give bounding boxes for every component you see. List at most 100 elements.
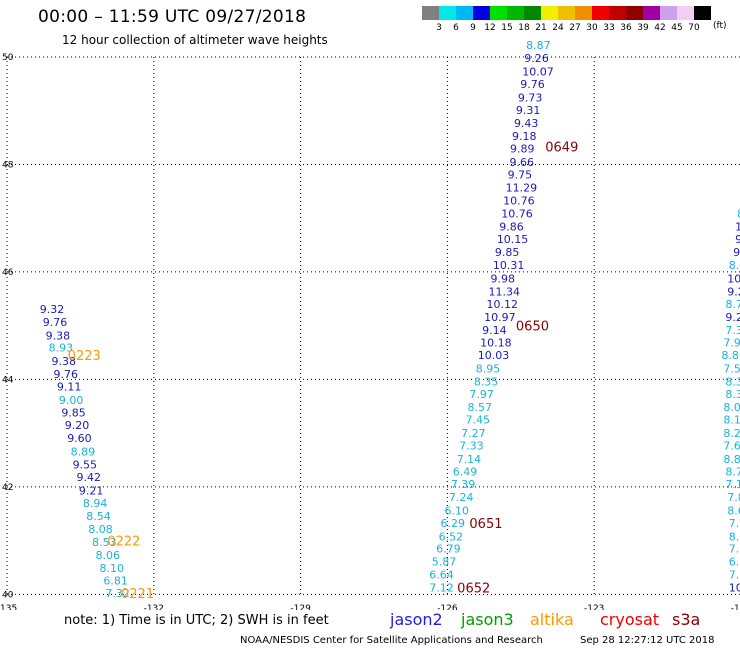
color-scale-label: 30 xyxy=(586,23,598,33)
wave-height-value: 9.43 xyxy=(514,117,539,130)
wave-height-value: 8.57 xyxy=(467,401,492,414)
wave-height-value: 9.31 xyxy=(516,104,541,117)
altimeter-track: 10.857.316.667.138.037.608.627.897.178.7… xyxy=(721,169,740,595)
altimeter-track: 7.326.818.108.068.538.088.548.949.219.42… xyxy=(40,303,154,602)
color-swatch xyxy=(575,6,592,20)
color-scale-label: 45 xyxy=(671,23,682,33)
wave-height-value: 8.18 xyxy=(723,414,740,427)
wave-height-value: 6.66 xyxy=(729,556,740,569)
wave-height-value: 7.36 xyxy=(725,324,740,337)
wave-height-value: 8.91 xyxy=(737,207,740,220)
longitude-tick-label: -132 xyxy=(144,604,164,610)
color-swatch xyxy=(541,6,558,20)
wave-height-value: 9.00 xyxy=(59,394,84,407)
color-scale-label: 3 xyxy=(436,23,442,33)
wave-height-value: 9.85 xyxy=(61,407,86,420)
wave-height-value: 8.38 xyxy=(725,376,740,389)
generation-timestamp: Sep 28 12:27:12 UTC 2018 xyxy=(580,635,715,646)
wave-height-value: 10.07 xyxy=(522,66,554,79)
color-scale-label: 18 xyxy=(518,23,530,33)
wave-height-value: 8.87 xyxy=(526,39,551,52)
wave-height-value: 9.18 xyxy=(512,130,537,143)
wave-height-value: 8.49 xyxy=(729,259,740,272)
wave-height-value: 10.76 xyxy=(501,207,533,220)
wave-height-value: 6.64 xyxy=(429,568,454,581)
pass-time-label: 0223 xyxy=(68,349,101,364)
wave-height-value: 8.03 xyxy=(723,401,740,414)
wave-height-value: 10.12 xyxy=(487,298,518,311)
wave-height-value: 7.33 xyxy=(459,439,484,452)
pass-time-label: 0652 xyxy=(457,581,490,596)
wave-height-value: 9.38 xyxy=(46,329,71,342)
wave-height-value: 8.08 xyxy=(88,523,113,536)
wave-height-value: 8.31 xyxy=(725,388,740,401)
wave-height-value: 10.39 xyxy=(735,220,740,233)
pass-time-label: 0649 xyxy=(545,141,578,156)
map-grid xyxy=(6,56,740,597)
wave-height-value: 7.31 xyxy=(729,568,740,581)
color-scale-label: 27 xyxy=(569,23,580,33)
longitude-tick-label: -123 xyxy=(584,604,604,610)
wave-height-value: 10.18 xyxy=(480,336,512,349)
wave-height-value: 8.93 xyxy=(49,342,74,355)
page-subtitle: 12 hour collection of altimeter wave hei… xyxy=(62,33,328,47)
color-swatch xyxy=(507,6,524,20)
satellite-legend-jason3: jason3 xyxy=(461,610,514,629)
page-title: 00:00 – 11:59 UTC 09/27/2018 xyxy=(38,7,307,27)
color-swatch xyxy=(609,6,626,20)
wave-height-value: 6.81 xyxy=(103,574,128,587)
wave-height-value: 9.76 xyxy=(43,316,67,329)
wave-height-value: 9.76 xyxy=(520,78,545,91)
wave-height-value: 11.34 xyxy=(489,285,521,298)
wave-height-value: 6.29 xyxy=(441,517,466,530)
color-swatch xyxy=(439,6,456,20)
wave-height-value: 10.39 xyxy=(727,272,740,285)
wave-height-value: 9.21 xyxy=(79,485,104,498)
wave-height-value: 9.66 xyxy=(510,156,534,169)
wave-height-value: 6.10 xyxy=(444,504,469,517)
wave-height-value: 8.10 xyxy=(99,562,124,575)
color-scale-unit: (ft) xyxy=(713,21,727,31)
altimeter-track: 7.126.645.876.796.526.296.107.247.396.49… xyxy=(429,39,578,596)
color-swatch xyxy=(592,6,609,20)
wave-height-value: 7.66 xyxy=(723,439,740,452)
wave-height-value: 9.14 xyxy=(482,324,507,337)
wave-height-value: 7.89 xyxy=(727,491,740,504)
longitude-tick-label: -135 xyxy=(0,604,17,610)
wave-height-value: 6.79 xyxy=(436,543,461,556)
wave-height-value: 9.32 xyxy=(40,303,65,316)
wave-height-value: 11.29 xyxy=(506,182,538,195)
pass-time-label: 0222 xyxy=(107,535,140,550)
pass-time-label: 0650 xyxy=(516,320,549,335)
wave-height-value: 8.78 xyxy=(725,298,740,311)
color-scale-label: 9 xyxy=(470,23,476,33)
wave-height-value: 9.11 xyxy=(57,380,82,393)
color-swatch xyxy=(456,6,473,20)
wave-height-value: 8.62 xyxy=(727,504,740,517)
wave-height-value: 9.86 xyxy=(499,220,524,233)
wave-height-value: 8.95 xyxy=(476,363,501,376)
wave-height-value: 9.26 xyxy=(524,52,549,65)
pass-time-label: 0651 xyxy=(469,517,502,532)
latitude-tick-label: 48 xyxy=(2,160,14,170)
latitude-tick-label: 40 xyxy=(2,590,14,600)
color-scale-label: 6 xyxy=(453,23,459,33)
color-swatch xyxy=(422,6,439,20)
wave-height-value: 9.42 xyxy=(76,471,101,484)
satellite-legend-s3a: s3a xyxy=(672,610,701,629)
wave-height-value: 9.73 xyxy=(518,91,543,104)
wave-height-value: 6.49 xyxy=(453,465,478,478)
wave-height-value: 9.55 xyxy=(73,458,98,471)
satellite-legend-jason2: jason2 xyxy=(390,610,443,629)
wave-height-value: 8.89 xyxy=(71,445,96,458)
wave-height-value: 9.98 xyxy=(490,272,514,285)
color-scale-label: 39 xyxy=(637,23,649,33)
wave-height-value: 7.17 xyxy=(725,478,740,491)
footer-note: note: 1) Time is in UTC; 2) SWH is in fe… xyxy=(64,613,329,628)
pass-time-label: 0221 xyxy=(121,587,154,602)
color-swatch xyxy=(558,6,575,20)
wave-height-value: 9.38 xyxy=(52,355,77,368)
wave-height-value: 7.32 xyxy=(105,587,130,600)
color-scale-label: 24 xyxy=(552,23,564,33)
wave-height-value: 6.52 xyxy=(439,530,464,543)
